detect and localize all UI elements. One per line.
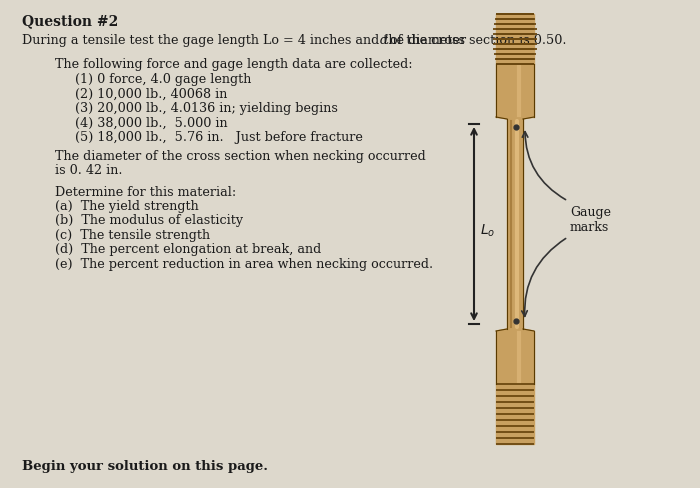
Text: (a)  The yield strength: (a) The yield strength	[55, 200, 199, 213]
Bar	[496, 331, 534, 384]
Text: of the cross section is 0.50.: of the cross section is 0.50.	[386, 34, 567, 47]
Text: (5) 18,000 lb.,  5.76 in.   Just before fracture: (5) 18,000 lb., 5.76 in. Just before fra…	[75, 131, 363, 143]
Text: (c)  The tensile strength: (c) The tensile strength	[55, 228, 210, 242]
Text: (b)  The modulus of elasticity: (b) The modulus of elasticity	[55, 214, 243, 227]
Bar	[496, 15, 534, 65]
Text: (1) 0 force, 4.0 gage length: (1) 0 force, 4.0 gage length	[75, 73, 251, 86]
Text: d: d	[379, 34, 388, 47]
Text: Begin your solution on this page.: Begin your solution on this page.	[22, 459, 268, 472]
Text: The following force and gage length data are collected:: The following force and gage length data…	[55, 58, 412, 71]
Text: (2) 10,000 lb., 40068 in: (2) 10,000 lb., 40068 in	[75, 87, 228, 101]
Text: Determine for this material:: Determine for this material:	[55, 185, 237, 199]
Polygon shape	[496, 329, 534, 331]
Text: During a tensile test the gage length Lo = 4 inches and the diameter: During a tensile test the gage length Lo…	[22, 34, 470, 47]
Text: (3) 20,000 lb., 4.0136 in; yielding begins: (3) 20,000 lb., 4.0136 in; yielding begi…	[75, 102, 338, 115]
Bar	[507, 120, 523, 329]
Text: Question #2: Question #2	[22, 14, 118, 28]
Polygon shape	[496, 118, 534, 120]
Text: $L_o$: $L_o$	[480, 223, 495, 239]
Text: (e)  The percent reduction in area when necking occurred.: (e) The percent reduction in area when n…	[55, 258, 433, 270]
Text: (4) 38,000 lb.,  5.000 in: (4) 38,000 lb., 5.000 in	[75, 116, 228, 129]
Text: (d)  The percent elongation at break, and: (d) The percent elongation at break, and	[55, 243, 321, 256]
Bar	[496, 65, 534, 118]
Text: Gauge
marks: Gauge marks	[570, 205, 611, 234]
Text: The diameter of the cross section when necking occurred: The diameter of the cross section when n…	[55, 150, 426, 163]
Text: is 0. 42 in.: is 0. 42 in.	[55, 163, 122, 177]
Bar	[496, 384, 534, 444]
